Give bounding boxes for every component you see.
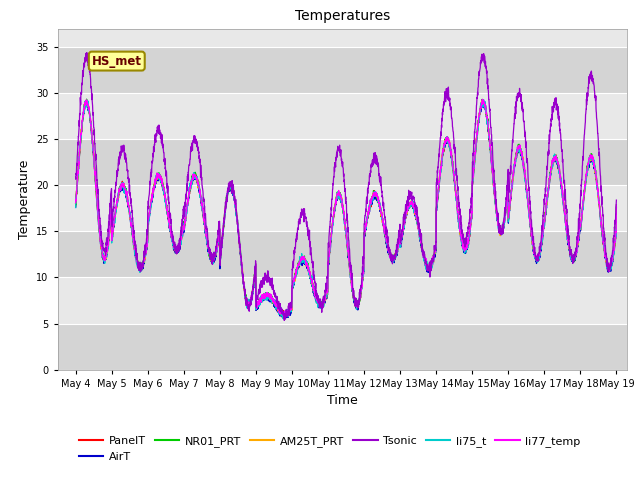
Line: AM25T_PRT: AM25T_PRT [76,100,616,317]
Tsonic [72,174,79,180]
Line: PanelT: PanelT [76,100,616,317]
li75_t [72,204,79,210]
X-axis label: Time: Time [327,394,358,407]
Bar [58,324,627,370]
PanelT [479,97,486,103]
AirT [72,204,79,210]
Bar [58,139,627,185]
Line: Tsonic: Tsonic [76,53,616,320]
PanelT [166,225,173,230]
AirT [280,314,287,320]
Tsonic [166,215,173,221]
li77_temp [72,200,79,205]
AM25T_PRT [281,314,289,320]
PanelT [602,259,610,265]
Tsonic [134,260,141,265]
li77_temp [612,202,620,208]
NR01_PRT [602,257,610,263]
Tsonic [602,250,610,256]
li77_temp [166,222,173,228]
PanelT [612,205,620,211]
NR01_PRT [303,261,310,266]
Line: li77_temp: li77_temp [76,99,616,316]
AM25T_PRT [166,225,173,230]
li77_temp [279,312,287,318]
AirT [83,99,90,105]
AM25T_PRT [279,312,287,317]
Line: li75_t: li75_t [76,100,616,319]
PanelT [134,258,141,264]
NR01_PRT [544,190,552,195]
AM25T_PRT [303,262,310,267]
li75_t [544,192,552,197]
AirT [279,315,287,321]
li75_t [602,255,610,261]
AM25T_PRT [82,97,90,103]
li75_t [612,204,620,210]
NR01_PRT [279,311,287,316]
li75_t [279,314,287,320]
Y-axis label: Temperature: Temperature [17,159,31,239]
AM25T_PRT [72,201,79,206]
AirT [134,263,141,268]
PanelT [303,262,310,267]
li77_temp [303,261,310,267]
li77_temp [602,257,610,263]
Bar [58,47,627,93]
Tsonic [279,312,287,318]
NR01_PRT [166,222,173,228]
AirT [166,226,173,231]
AirT [612,204,620,210]
Tsonic [83,50,91,56]
li75_t [480,97,488,103]
AirT [602,257,610,263]
NR01_PRT [72,201,79,206]
Bar [58,231,627,277]
PanelT [278,314,285,320]
AM25T_PRT [134,257,141,263]
NR01_PRT [134,260,141,265]
li77_temp [134,259,141,265]
Line: NR01_PRT: NR01_PRT [76,99,616,316]
Tsonic [544,154,552,159]
li77_temp [544,189,552,195]
Legend: PanelT, AirT, NR01_PRT, AM25T_PRT, Tsonic, li75_t, li77_temp: PanelT, AirT, NR01_PRT, AM25T_PRT, Tsoni… [74,432,585,466]
NR01_PRT [284,313,291,319]
li75_t [303,261,310,267]
Text: HS_met: HS_met [92,55,142,68]
Tsonic [303,218,310,224]
AirT [303,262,310,267]
NR01_PRT [612,202,620,208]
AirT [544,192,552,197]
AM25T_PRT [602,258,610,264]
PanelT [544,189,552,195]
NR01_PRT [83,96,90,102]
li77_temp [281,313,289,319]
AM25T_PRT [612,205,620,211]
li75_t [134,256,141,262]
Line: AirT: AirT [76,102,616,318]
PanelT [72,204,79,209]
li75_t [166,223,173,229]
AM25T_PRT [544,190,552,195]
li77_temp [478,96,486,102]
PanelT [279,308,287,313]
li75_t [279,316,287,322]
Tsonic [280,317,288,323]
Title: Temperatures: Temperatures [295,10,390,24]
Tsonic [612,197,620,203]
